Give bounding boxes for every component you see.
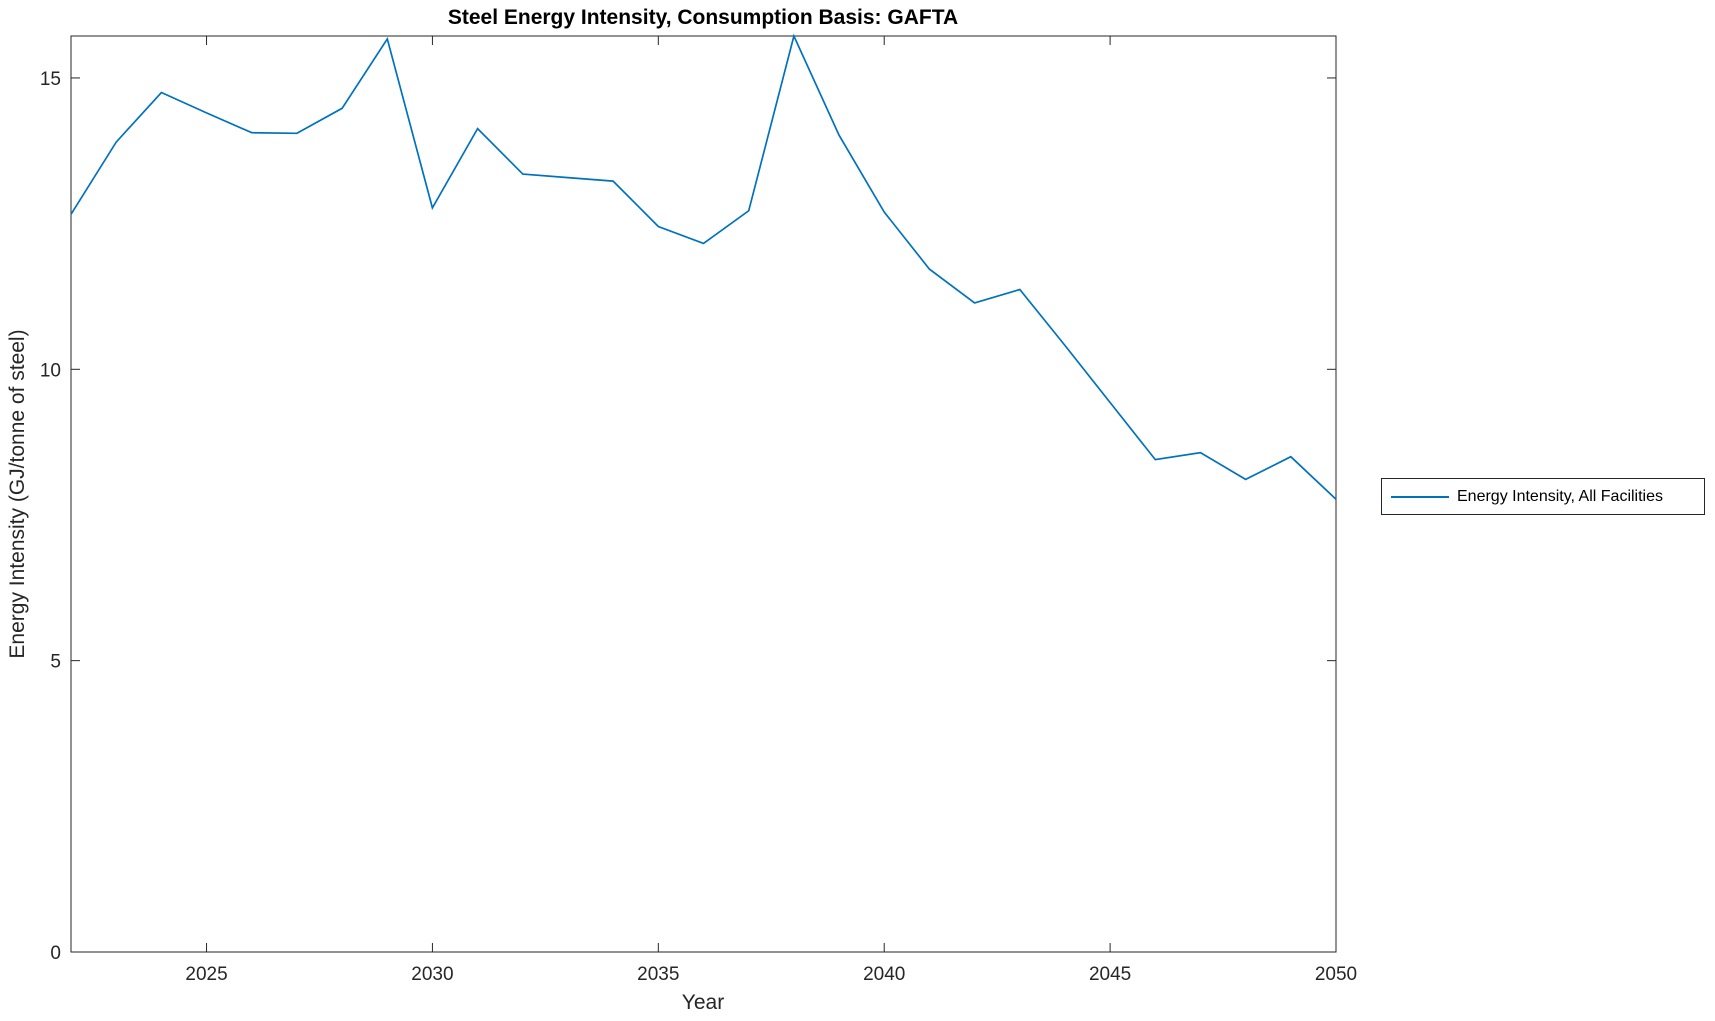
- y-axis-label: Energy Intensity (GJ/tonne of steel): [6, 329, 29, 658]
- x-tick-label: 2025: [185, 964, 227, 985]
- y-tick-label: 15: [40, 69, 61, 90]
- x-tick-label: 2030: [411, 964, 453, 985]
- y-tick-label: 0: [50, 943, 61, 964]
- x-tick-label: 2040: [863, 964, 905, 985]
- plot-generated-group: 2025 2030 2035 2040 2045 2050 0 5 10 15: [40, 33, 1357, 985]
- chart-title: Steel Energy Intensity, Consumption Basi…: [448, 6, 958, 29]
- legend-line-sample: [1391, 495, 1449, 498]
- x-axis-label: Year: [682, 991, 724, 1014]
- x-tick-label: 2045: [1089, 964, 1131, 985]
- x-tick-label: 2035: [637, 964, 679, 985]
- plot-box: [70, 35, 1337, 953]
- legend: Energy Intensity, All Facilities: [1381, 478, 1705, 515]
- y-tick-label: 5: [50, 652, 61, 673]
- energy-intensity-line: [70, 33, 1337, 500]
- legend-entry-label: Energy Intensity, All Facilities: [1457, 487, 1664, 505]
- x-tick-label: 2050: [1315, 964, 1357, 985]
- y-tick-label: 10: [40, 360, 61, 381]
